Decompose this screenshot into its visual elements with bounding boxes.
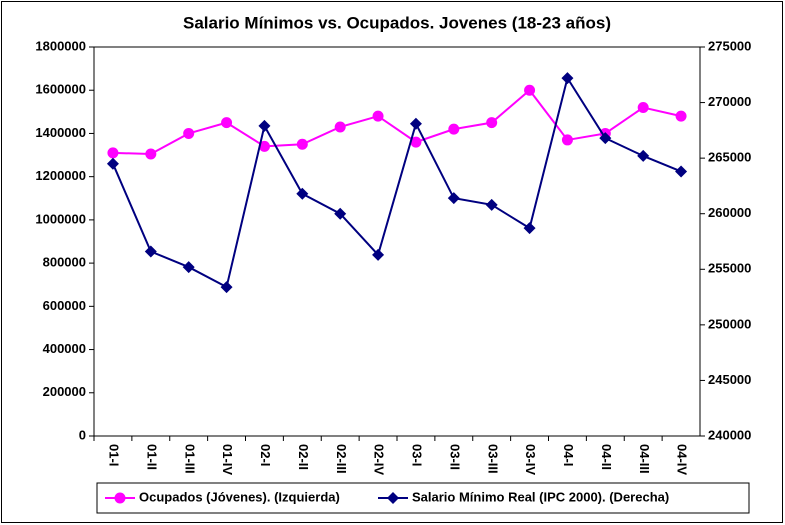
y2-tick-label: 270000 — [708, 94, 751, 109]
x-tick-label: 02-I — [258, 444, 273, 466]
y-tick-label: 1600000 — [35, 82, 86, 97]
point — [145, 148, 157, 160]
point — [296, 187, 309, 200]
legend-marker — [114, 492, 126, 504]
legend-marker — [387, 492, 399, 504]
point — [561, 134, 573, 146]
x-tick-label: 04-III — [637, 444, 652, 474]
point — [448, 123, 460, 135]
point — [637, 102, 649, 114]
x-tick-label: 04-I — [561, 444, 576, 466]
point — [410, 136, 422, 148]
point — [599, 132, 612, 145]
y2-tick-label: 240000 — [708, 427, 751, 442]
y-tick-label: 1200000 — [35, 168, 86, 183]
y-tick-label: 400000 — [43, 341, 86, 356]
point — [524, 84, 536, 96]
x-tick-label: 01-IV — [220, 444, 235, 475]
legend-label: Salario Mínimo Real (IPC 2000). (Derecha… — [412, 489, 669, 504]
y-tick-label: 600000 — [43, 298, 86, 313]
point — [485, 198, 498, 211]
x-tick-label: 03-III — [485, 444, 500, 474]
y2-tick-label: 275000 — [708, 38, 751, 53]
x-tick-label: 03-II — [447, 444, 462, 470]
y-tick-label: 1800000 — [35, 38, 86, 53]
point — [561, 72, 574, 85]
x-tick-label: 03-I — [410, 444, 425, 466]
y2-tick-label: 255000 — [708, 261, 751, 276]
point — [183, 127, 195, 139]
y2-tick-label: 260000 — [708, 205, 751, 220]
point — [220, 281, 233, 294]
legend — [96, 482, 750, 514]
y2-tick-label: 245000 — [708, 372, 751, 387]
point — [258, 119, 271, 132]
series-line — [112, 75, 682, 289]
x-tick-label: 02-II — [296, 444, 311, 470]
point — [182, 261, 195, 274]
point — [144, 245, 157, 258]
y-tick-label: 1400000 — [35, 125, 86, 140]
point — [486, 117, 498, 129]
series-line — [112, 88, 682, 155]
point — [409, 117, 422, 130]
point — [447, 192, 460, 205]
chart-title: Salario Mínimos vs. Ocupados. Jovenes (1… — [183, 13, 611, 32]
point — [106, 157, 119, 170]
x-tick-label: 02-III — [334, 444, 349, 474]
point — [372, 248, 385, 261]
y-tick-label: 1000000 — [35, 211, 86, 226]
y-tick-label: 200000 — [43, 384, 86, 399]
point — [523, 222, 536, 235]
point — [258, 140, 270, 152]
x-tick-label: 04-II — [599, 444, 614, 470]
point — [221, 117, 233, 129]
x-tick-label: 04-IV — [675, 444, 690, 475]
point — [296, 138, 308, 150]
x-tick-label: 03-IV — [523, 444, 538, 475]
point — [334, 121, 346, 133]
x-tick-label: 02-IV — [372, 444, 387, 475]
point — [372, 110, 384, 122]
y2-tick-label: 250000 — [708, 316, 751, 331]
point — [334, 207, 347, 220]
point — [675, 110, 687, 122]
legend-label: Ocupados (Jóvenes). (Izquierda) — [139, 489, 340, 504]
point — [637, 149, 650, 162]
y2-tick-label: 265000 — [708, 150, 751, 165]
y-tick-label: 0 — [79, 427, 86, 442]
y-tick-label: 800000 — [43, 255, 86, 270]
point — [107, 147, 119, 159]
point — [675, 165, 688, 178]
x-tick-label: 01-II — [144, 444, 159, 470]
x-tick-label: 01-I — [107, 444, 122, 466]
x-tick-label: 01-III — [182, 444, 197, 474]
